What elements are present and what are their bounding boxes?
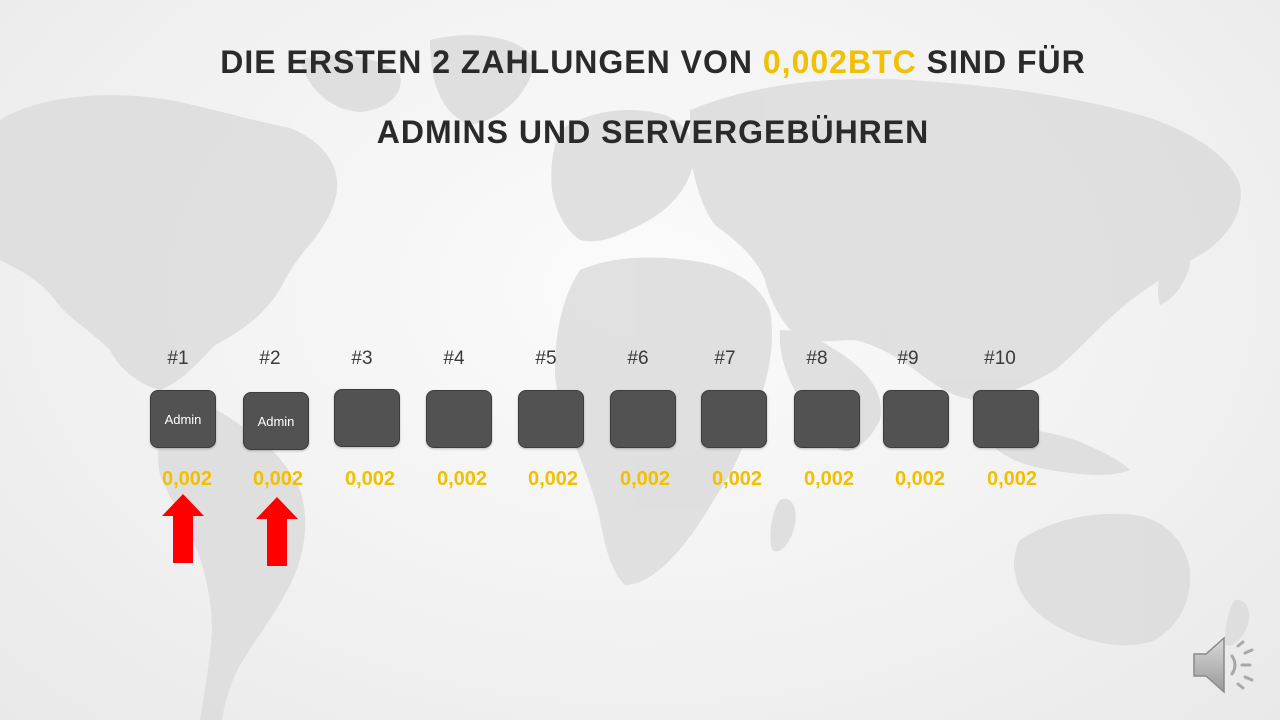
slot-amount: 0,002	[344, 468, 396, 490]
slot-box	[334, 389, 400, 447]
slot-box	[610, 390, 676, 448]
up-arrow-icon	[256, 497, 298, 566]
slot-box	[794, 390, 860, 448]
slot-box	[518, 390, 584, 448]
slot-amount: 0,002	[161, 468, 213, 490]
slot-box	[426, 390, 492, 448]
slot-box	[883, 390, 949, 448]
slot-amount: 0,002	[894, 468, 946, 490]
slot-amount: 0,002	[711, 468, 763, 490]
slot-amount: 0,002	[803, 468, 855, 490]
slot-label: #7	[714, 348, 736, 369]
slot-label: #5	[535, 348, 557, 369]
slot-label: #1	[167, 348, 189, 369]
slot-label: #6	[627, 348, 649, 369]
slot-label: #9	[897, 348, 919, 369]
slot-amount: 0,002	[436, 468, 488, 490]
title-btc-amount: 0,002BTC	[762, 44, 917, 80]
page-title-line-2: ADMINS UND SERVERGEBÜHREN	[376, 114, 930, 150]
slot-amount: 0,002	[527, 468, 579, 490]
slot-label: #10	[984, 348, 1016, 369]
up-arrow-icon	[162, 494, 204, 563]
speaker-icon[interactable]	[1190, 632, 1260, 698]
slot-label: #4	[443, 348, 465, 369]
slot-label: #3	[351, 348, 373, 369]
page-title-line-1: DIE ERSTEN 2 ZAHLUNGEN VON 0,002BTC SIND…	[13, 44, 1280, 81]
slot-label: #2	[259, 348, 281, 369]
title-text-after: SIND FÜR	[916, 44, 1086, 80]
slot-label: #8	[806, 348, 828, 369]
title-text-before: DIE ERSTEN 2 ZAHLUNGEN VON	[220, 44, 763, 80]
slot-box	[701, 390, 767, 448]
slot-box-admin: Admin	[243, 392, 309, 450]
slot-amount: 0,002	[252, 468, 304, 490]
slot-amount: 0,002	[986, 468, 1038, 490]
slot-amount: 0,002	[619, 468, 671, 490]
slot-box-admin: Admin	[150, 390, 216, 448]
slot-box	[973, 390, 1039, 448]
